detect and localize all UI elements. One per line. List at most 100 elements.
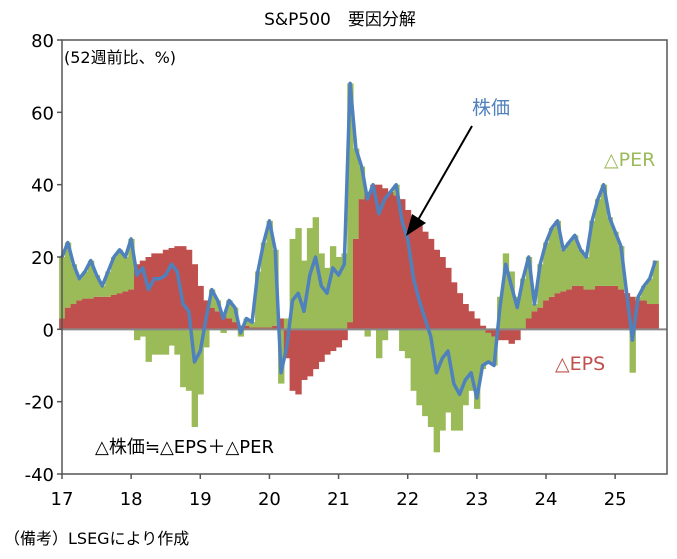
eps-bar <box>502 329 510 341</box>
per-bar <box>618 246 625 290</box>
per-bar <box>473 329 481 409</box>
y-tick-label: 60 <box>31 103 54 124</box>
eps-bar <box>646 304 654 330</box>
per-bar <box>203 329 210 348</box>
per-bar <box>485 332 492 362</box>
eps-bar <box>641 300 648 330</box>
unit-note: (52週前比、%) <box>64 48 176 67</box>
per-bar <box>445 329 452 413</box>
eps-bar <box>422 231 429 330</box>
eps-bar <box>364 191 371 330</box>
eps-bar <box>399 199 406 330</box>
price-line <box>60 81 658 400</box>
eps-bar <box>76 300 83 330</box>
per-bar <box>255 271 262 328</box>
eps-bar <box>64 307 72 330</box>
per-bar <box>197 329 204 395</box>
per-bar <box>341 253 348 330</box>
eps-bar <box>560 291 567 330</box>
per-bar <box>629 329 636 373</box>
per-bar <box>376 329 383 359</box>
eps-bar <box>220 314 227 330</box>
y-tick-label: 20 <box>31 248 54 269</box>
per-bar <box>157 329 164 355</box>
eps-bar <box>358 199 366 330</box>
y-tick-label: -40 <box>25 465 54 486</box>
per-bar <box>520 278 527 330</box>
eps-bar <box>462 304 469 330</box>
eps-bar <box>122 291 129 330</box>
per-bar <box>266 220 273 328</box>
eps-bar <box>566 289 573 330</box>
eps-bar <box>376 184 383 330</box>
per-bar <box>589 220 596 290</box>
eps-bar <box>485 329 492 333</box>
eps-bar <box>393 195 400 330</box>
per-bar <box>462 329 469 406</box>
per-bar <box>364 329 371 337</box>
per-bar <box>260 242 268 328</box>
eps-bar <box>445 267 452 330</box>
eps-bar <box>128 289 135 330</box>
per-bar <box>82 271 89 299</box>
source-note: （備考）LSEGにより作成 <box>4 529 189 548</box>
eps-bar <box>110 294 118 330</box>
per-bar <box>427 329 435 427</box>
eps-bar <box>606 285 613 330</box>
per-bar <box>295 228 302 330</box>
per-bar <box>139 329 147 337</box>
per-bar <box>606 217 613 286</box>
per-bar <box>151 329 158 355</box>
per-bar <box>404 329 412 359</box>
x-tick-label: 18 <box>120 489 143 510</box>
eps-bar <box>318 329 325 362</box>
per-bar <box>220 329 227 333</box>
eps-bar <box>508 329 515 344</box>
eps-bar <box>612 285 619 330</box>
eps-bar <box>93 296 101 330</box>
arrow-line <box>417 125 473 221</box>
y-tick-label: 0 <box>43 320 54 341</box>
eps-bar <box>272 325 279 330</box>
x-tick-label: 23 <box>465 489 488 510</box>
y-tick-label: 80 <box>31 31 54 52</box>
per-bar <box>583 257 590 290</box>
per-bar <box>543 242 550 301</box>
per-bar <box>64 242 72 308</box>
per-bar <box>410 329 417 391</box>
eps-bar <box>652 304 659 330</box>
per-bar <box>312 217 320 330</box>
per-bar <box>399 329 406 352</box>
per-bar <box>416 329 423 406</box>
eps-bar <box>347 322 354 330</box>
per-bar <box>537 264 544 308</box>
eps-bar <box>301 329 308 380</box>
per-bar <box>99 285 106 297</box>
eps-bar <box>99 296 106 330</box>
per-bar <box>116 249 124 294</box>
eps-bar <box>468 311 475 330</box>
eps-bar <box>324 329 331 355</box>
per-bar <box>76 278 83 301</box>
per-bar <box>174 329 181 355</box>
per-bar <box>208 289 216 308</box>
per-bar <box>226 300 233 319</box>
per-bar <box>514 296 521 330</box>
per-bar <box>456 329 464 431</box>
eps-bar <box>82 298 89 330</box>
bars-layer <box>59 83 659 453</box>
per-bar <box>479 329 487 370</box>
eps-bar <box>352 238 360 330</box>
eps-bar <box>312 329 320 370</box>
per-bar <box>134 329 141 341</box>
per-bar <box>508 271 515 330</box>
per-bar <box>612 231 619 286</box>
per-bar <box>641 285 648 301</box>
price-label: 株価 <box>472 97 510 119</box>
eps-bar <box>197 285 204 330</box>
eps-bar <box>473 318 481 330</box>
eps-label: △EPS <box>555 353 605 375</box>
per-bar <box>145 329 152 362</box>
eps-bar <box>600 285 608 330</box>
eps-bar <box>416 224 423 330</box>
